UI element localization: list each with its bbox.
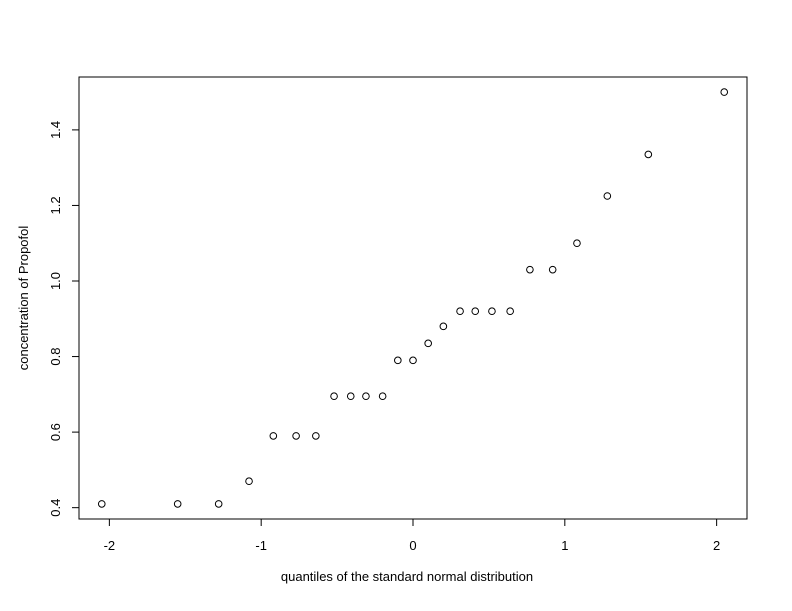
data-point (471, 307, 480, 316)
y-tick-label: 0.4 (48, 499, 63, 517)
data-point (439, 322, 448, 331)
y-tick-label: 1.0 (48, 272, 63, 290)
data-point (97, 500, 106, 508)
data-point (312, 432, 320, 440)
data-point (720, 88, 729, 96)
data-point (330, 392, 338, 401)
data-point (292, 432, 300, 440)
data-point (644, 150, 653, 159)
data-point (573, 239, 581, 248)
data-point (378, 392, 387, 401)
data-point (173, 500, 182, 508)
data-point (346, 392, 355, 401)
data-points (97, 88, 729, 508)
y-axis: 0.4 0.6 0.8 1.0 1.2 1.4 (48, 121, 80, 517)
y-axis-label: concentration of Propofol (16, 226, 31, 371)
data-point (394, 356, 402, 365)
data-point (269, 432, 278, 440)
data-point (362, 392, 370, 401)
y-tick-label: 1.4 (48, 121, 63, 139)
data-point (603, 192, 612, 200)
x-axis-label: quantiles of the standard normal distrib… (281, 569, 533, 584)
data-point (409, 356, 417, 365)
y-tick-label: 1.2 (48, 196, 63, 214)
data-point (548, 265, 557, 274)
x-tick-label: 1 (561, 538, 568, 553)
x-axis: -2 -1 0 1 2 (104, 518, 720, 553)
data-point (214, 500, 223, 508)
data-point (526, 265, 534, 274)
data-point (488, 307, 496, 316)
x-tick-label: 2 (713, 538, 720, 553)
y-tick-label: 0.6 (48, 423, 63, 441)
data-point (424, 339, 432, 348)
data-point (456, 307, 464, 316)
y-tick-label: 0.8 (48, 348, 63, 366)
data-point (245, 477, 253, 486)
x-tick-label: -2 (104, 538, 116, 553)
data-point (506, 307, 514, 316)
x-tick-label: -1 (255, 538, 267, 553)
x-tick-label: 0 (409, 538, 416, 553)
